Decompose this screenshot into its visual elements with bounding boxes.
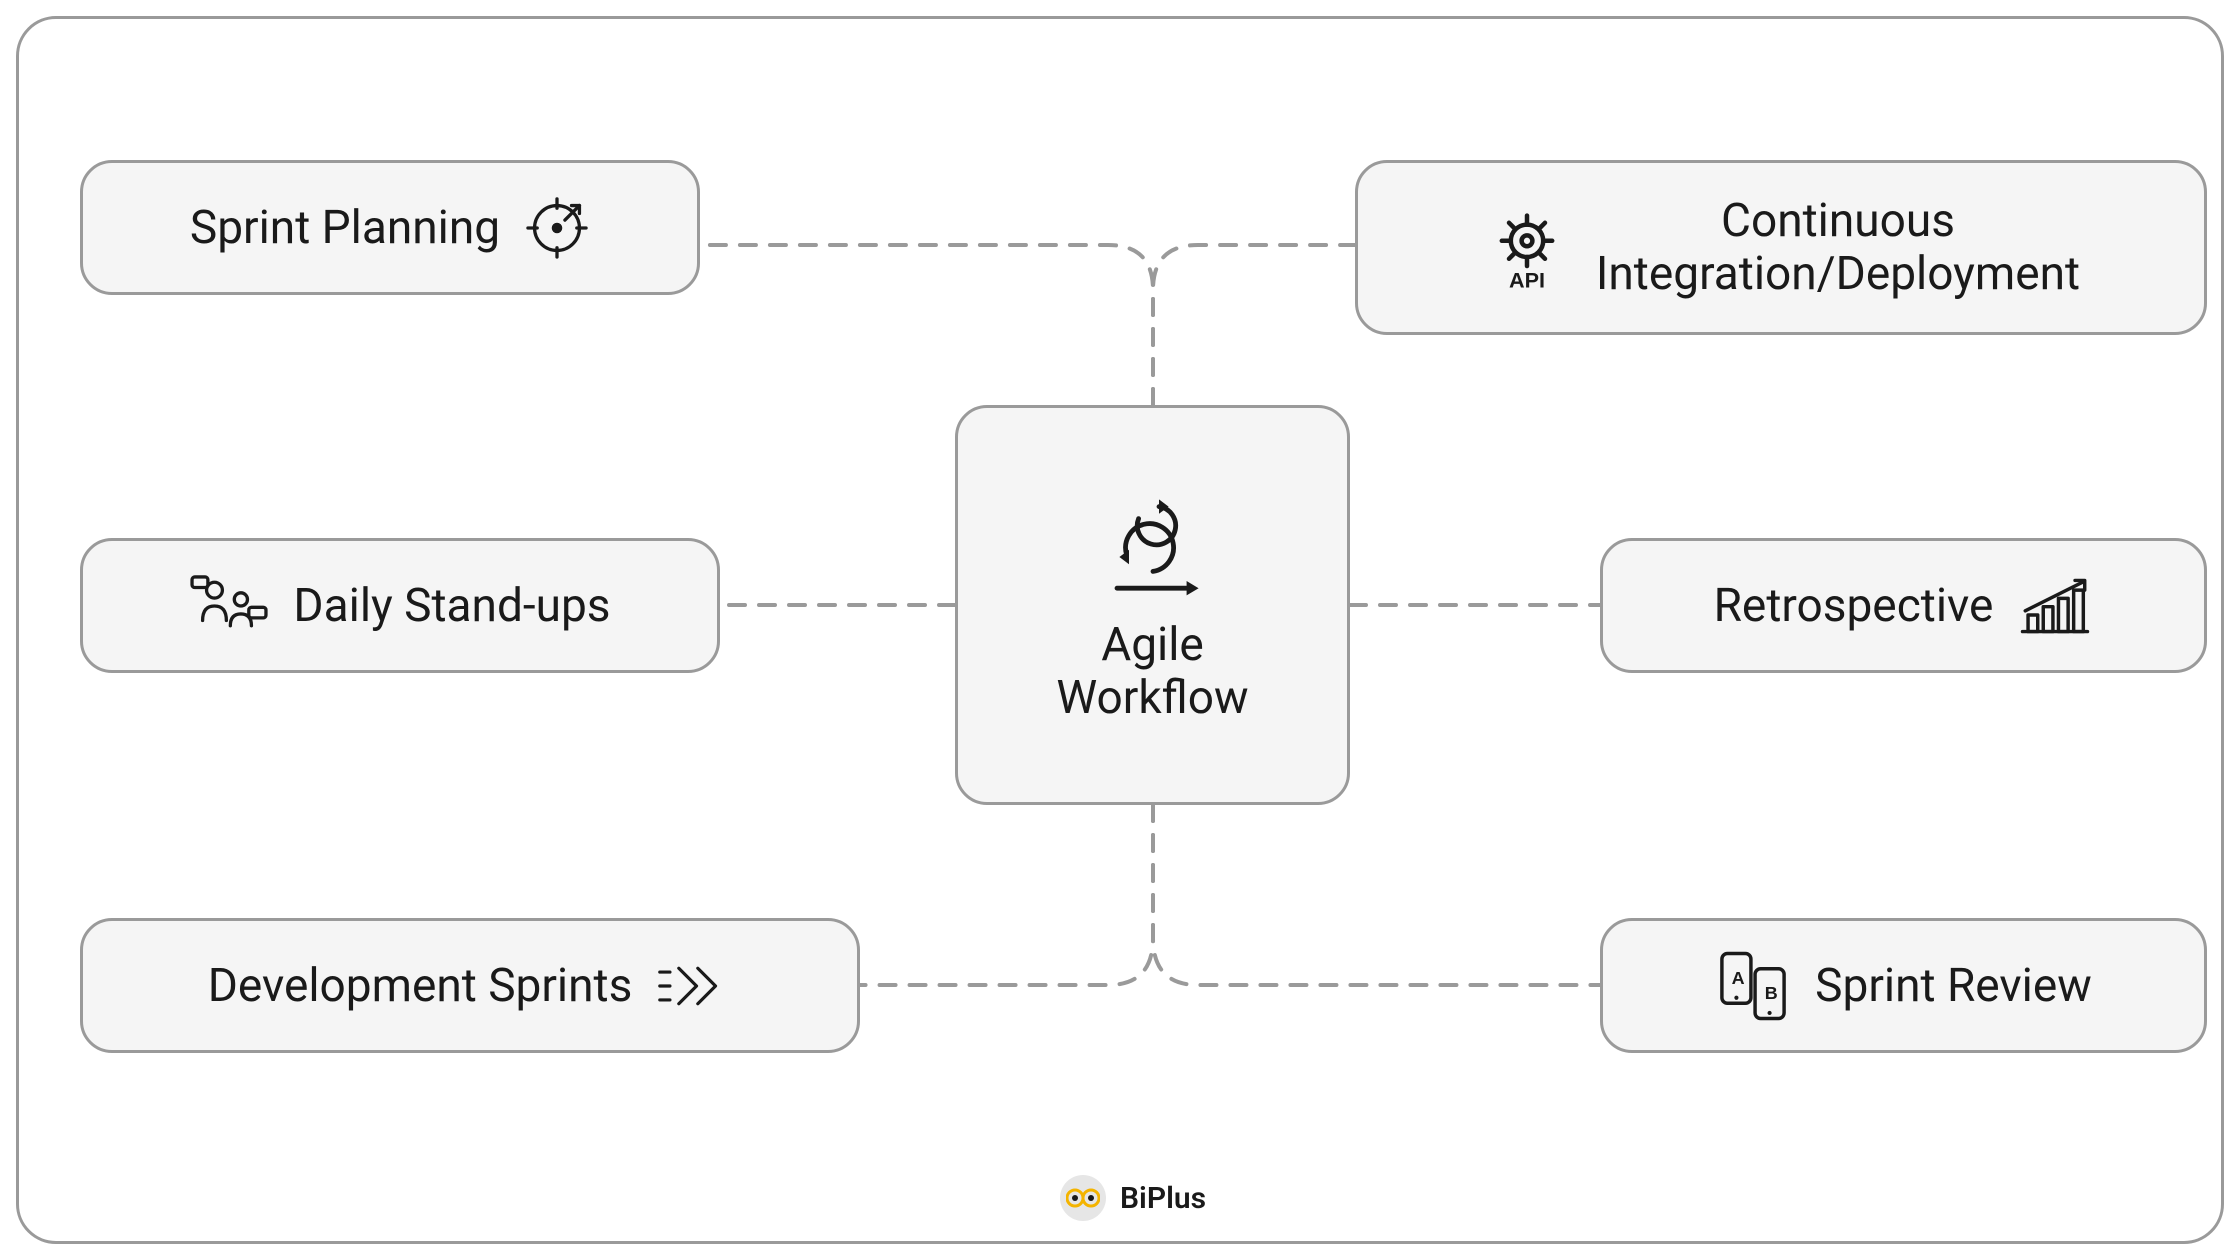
node-development-sprints: Development Sprints — [80, 918, 860, 1053]
node-daily-standups: Daily Stand-ups — [80, 538, 720, 673]
growth-chart-icon — [2017, 573, 2093, 639]
diagram-canvas: Agile Workflow BiPlus Sprint Planning Dai… — [0, 0, 2240, 1260]
api-gear-icon: API — [1482, 203, 1572, 293]
target-icon — [524, 195, 590, 261]
node-label: Development Sprints — [208, 959, 633, 1013]
center-label-line2: Workflow — [1056, 672, 1248, 725]
brand-name: BiPlus — [1120, 1181, 1206, 1216]
fast-forward-icon — [656, 960, 732, 1012]
node-sprint-planning: Sprint Planning — [80, 160, 700, 295]
node-label: Sprint Planning — [190, 201, 500, 255]
standup-icon — [189, 573, 269, 639]
agile-cycle-icon — [1093, 485, 1213, 605]
svg-text:B: B — [1765, 983, 1778, 1003]
brand-logo-mark — [1060, 1175, 1106, 1221]
node-ci-cd: API ContinuousIntegration/Deployment — [1355, 160, 2207, 335]
center-label-line1: Agile — [1056, 619, 1248, 672]
node-sprint-review: AB Sprint Review — [1600, 918, 2207, 1053]
svg-text:API: API — [1509, 267, 1545, 292]
node-label: Sprint Review — [1815, 959, 2092, 1013]
node-retrospective: Retrospective — [1600, 538, 2207, 673]
ab-test-icon: AB — [1715, 948, 1791, 1024]
node-label: ContinuousIntegration/Deployment — [1596, 195, 2080, 301]
brand-logo: BiPlus — [1060, 1175, 1206, 1221]
center-node: Agile Workflow — [955, 405, 1350, 805]
center-label: Agile Workflow — [1056, 619, 1248, 725]
node-label: Retrospective — [1714, 579, 1994, 633]
node-label: Daily Stand-ups — [293, 579, 610, 633]
svg-text:A: A — [1732, 967, 1745, 987]
